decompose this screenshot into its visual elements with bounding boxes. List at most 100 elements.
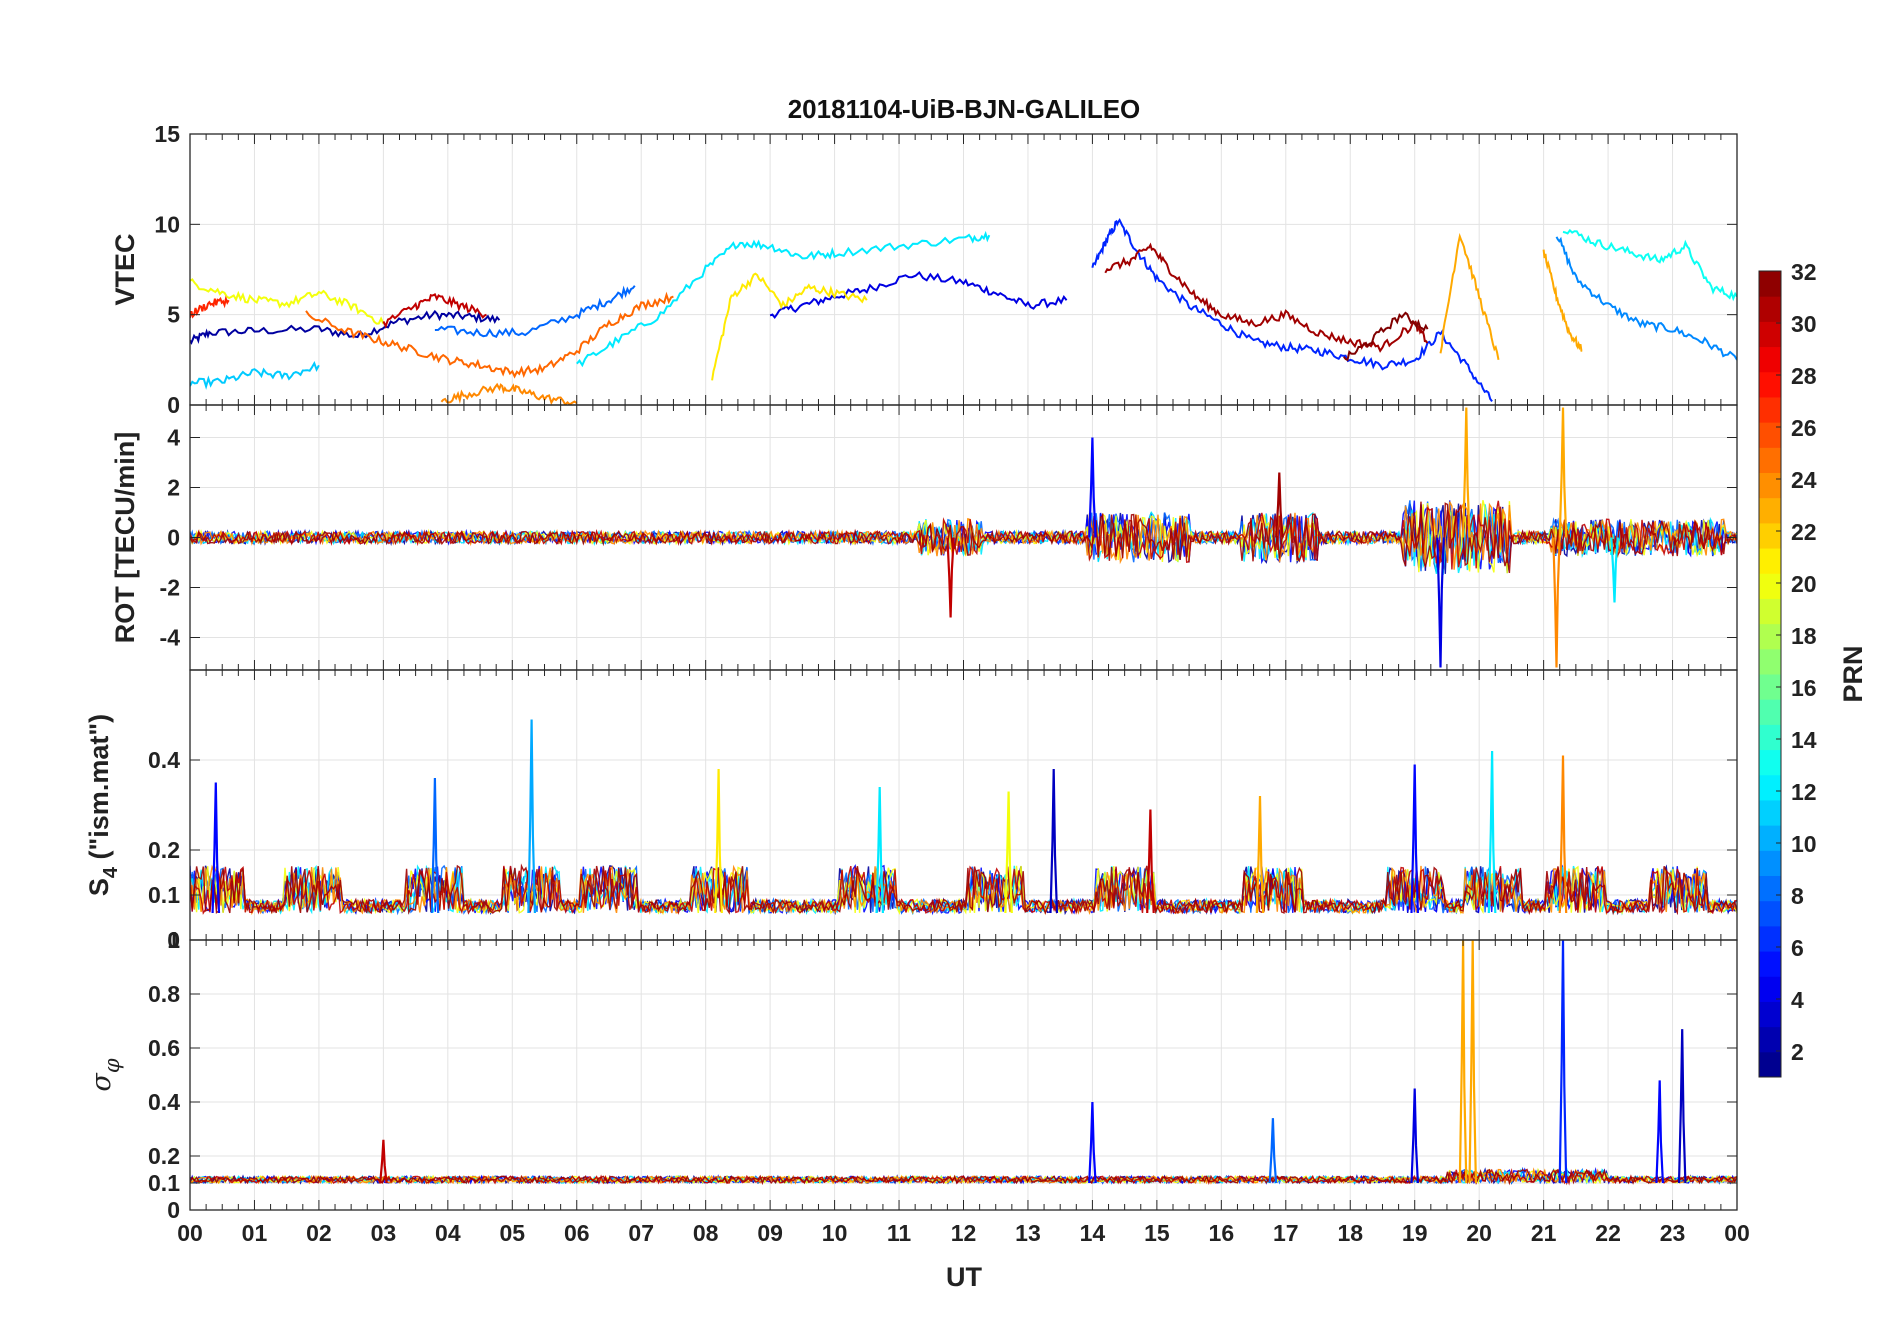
- peak-prn-30: [946, 537, 955, 618]
- peak-prn-21: [714, 768, 723, 914]
- y-tick-label: 0.4: [148, 1089, 180, 1115]
- colorbar-segment: [1759, 472, 1781, 499]
- peak-prn-10: [527, 719, 536, 914]
- x-tick-label: 17: [1273, 1220, 1299, 1246]
- series-prn-2: [190, 309, 501, 345]
- y-axis-label: σφ: [86, 1058, 124, 1091]
- colorbar-segment: [1759, 699, 1781, 725]
- y-axis-label: S4 ("ism.mat"): [84, 714, 122, 896]
- peak-prn-5: [211, 782, 221, 914]
- peak-prn-12: [1610, 537, 1619, 603]
- y-tick-label: 2: [167, 475, 180, 501]
- y-tick-label: 5: [167, 302, 180, 328]
- peak-prn-23: [1462, 407, 1471, 538]
- x-tick-label: 09: [757, 1220, 783, 1246]
- colorbar-tick-label: 26: [1791, 415, 1817, 441]
- panel-ticks: [189, 670, 1738, 941]
- peak-prn-30: [1146, 809, 1155, 914]
- y-axis-label: ROT [TECU/min]: [110, 432, 140, 643]
- peak-prn-23: [1558, 407, 1568, 538]
- panel-ticks: [189, 405, 1738, 670]
- x-tick-label: 16: [1209, 1220, 1235, 1246]
- colorbar-segment: [1759, 447, 1781, 473]
- colorbar-segment: [1759, 749, 1781, 776]
- series-prn-23: [1439, 232, 1500, 360]
- y-tick-label: 4: [167, 425, 180, 451]
- series-prn-31: [1104, 242, 1429, 353]
- y-tick-label: 0.8: [148, 981, 180, 1007]
- colorbar-segment: [1759, 598, 1781, 625]
- series-prn-25: [305, 291, 674, 379]
- x-tick-label: 06: [564, 1220, 590, 1246]
- peak-prn-5: [1088, 1101, 1097, 1184]
- y-tick-label: 15: [154, 121, 180, 147]
- colorbar-tick-label: 12: [1791, 779, 1817, 805]
- peak-prn-23: [1468, 940, 1477, 1184]
- series-prn-23: [1542, 249, 1583, 352]
- colorbar-tick-label: 14: [1791, 727, 1817, 753]
- colorbar-segment: [1759, 497, 1781, 524]
- y-tick-label: 0.1: [148, 1170, 180, 1196]
- panel-s4: 0 0.1 0.2 0.4 S4 ("ism.mat"): [84, 669, 1738, 953]
- x-tick-label: 07: [628, 1220, 654, 1246]
- colorbar-tick-label: 2: [1791, 1039, 1804, 1065]
- series-prn-9: [1555, 236, 1737, 361]
- colorbar-segment: [1759, 799, 1781, 826]
- y-tick-label: 0: [167, 1197, 180, 1223]
- colorbar-frame: [1758, 270, 1782, 1078]
- peak-prn-3: [1677, 1029, 1687, 1184]
- x-tick-label: 11: [887, 1220, 912, 1246]
- colorbar-tick-label: 22: [1791, 519, 1817, 545]
- x-tick-label: 18: [1337, 1220, 1363, 1246]
- x-tick-label: 02: [306, 1220, 332, 1246]
- peak-prn-24: [1558, 755, 1568, 914]
- y-tick-label: 0: [167, 927, 180, 953]
- peak-prn-8: [430, 777, 440, 914]
- series-prn-31: [190, 501, 1737, 573]
- colorbar-tick-label: 32: [1791, 259, 1817, 285]
- x-tick-label: 22: [1595, 1220, 1621, 1246]
- series-prn-6: [1091, 217, 1493, 403]
- peak-prn-12: [875, 786, 884, 914]
- panel-grid: [189, 939, 1738, 1211]
- peak-prn-31: [1275, 472, 1284, 538]
- colorbar-label: PRN: [1838, 645, 1868, 702]
- peak-prn-4: [1410, 1088, 1419, 1184]
- series-prn-30: [190, 865, 1737, 915]
- colorbar-tick-label: 30: [1791, 311, 1817, 337]
- series-prn-20: [190, 1167, 1737, 1185]
- panel-rot: -4 -2 0 2 4 ROT [TECU/min]: [110, 404, 1738, 671]
- panel-series: [190, 217, 1737, 405]
- colorbar-segment: [1759, 271, 1781, 297]
- colorbar-segment: [1759, 623, 1781, 650]
- series-prn-32: [1343, 311, 1429, 362]
- colorbar-segment: [1759, 296, 1781, 322]
- peak-prn-5: [1410, 764, 1419, 914]
- y-tick-label: 10: [154, 211, 180, 237]
- colorbar-segment: [1759, 825, 1781, 851]
- colorbar-segment: [1759, 321, 1781, 348]
- peak-prn-3: [1049, 768, 1059, 914]
- x-tick-label: 21: [1531, 1220, 1557, 1246]
- y-tick-label: -4: [160, 625, 181, 651]
- peak-prn-30: [379, 1139, 388, 1184]
- colorbar-tick-label: 18: [1791, 623, 1817, 649]
- colorbar-segment: [1759, 724, 1781, 751]
- y-tick-label: 0.1: [148, 882, 180, 908]
- panel-grid: [189, 133, 1738, 406]
- colorbar-segment: [1759, 951, 1781, 977]
- chart-title: 20181104-UiB-BJN-GALILEO: [788, 94, 1141, 124]
- y-tick-label: 0.6: [148, 1035, 180, 1061]
- x-axis: 00 01 02 03 04 05 06 07 08 09 10 11 12 13 14 15 16 17 18 19…: [177, 1220, 1750, 1246]
- panel-series: [190, 407, 1737, 668]
- series-prn-21: [711, 272, 868, 381]
- colorbar-tick-label: 28: [1791, 363, 1817, 389]
- series-prn-27: [190, 295, 230, 319]
- panel-ticks: [189, 133, 1738, 406]
- x-tick-label: 12: [951, 1220, 977, 1246]
- colorbar-segment: [1759, 1026, 1781, 1053]
- colorbar-tick-label: 8: [1791, 883, 1804, 909]
- panel-vtec: 0 5 10 15 VTEC: [110, 121, 1738, 418]
